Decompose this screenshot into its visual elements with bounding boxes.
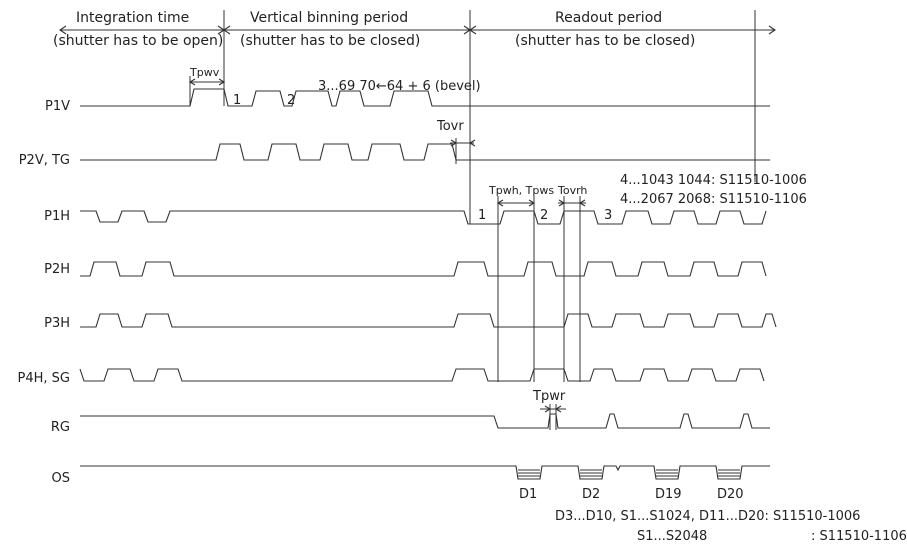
tpwh-arrow-head [496,199,504,207]
signal-label-p1h: P1H [44,209,70,224]
tovr-arrow-head [450,139,458,147]
signal-label-p3h: P3H [44,316,70,331]
signal-label-p2h: P2H [44,262,70,277]
waveform-p1h [80,210,767,225]
p1v-pulse-2-label: 2 [287,93,295,108]
waveform-p4h-sg [79,368,765,382]
os-d19-label: D19 [655,487,682,502]
integration-shutter-note: (shutter has to be open) [53,33,223,49]
p1v-pulse-1-label: 1 [233,93,241,108]
waveform-p2h [80,261,767,277]
os-d20-label: D20 [717,487,744,502]
signal-label-p4h-sg: P4H, SG [18,371,70,386]
timing-arrows [188,76,586,413]
h-count-s11510-1006: 4...1043 1044: S11510-1006 [620,173,807,188]
h-count-s11510-1106: 4...2067 2068: S11510-1106 [620,192,807,207]
tpwh-arrow-head [528,199,536,207]
tpwr-label: Tpwr [532,389,566,404]
signal-label-os: OS [52,471,70,486]
integration-time-header: Integration time [76,10,189,26]
readout-shutter-note: (shutter has to be closed) [515,33,695,49]
tovr-label: Tovr [436,119,464,134]
signal-label-p2v-tg: P2V, TG [19,153,70,168]
timing-guides [455,138,581,430]
os-note-s11510-1106-range: S1...S2048 [637,529,707,544]
waveform-os [80,465,770,480]
tovrh-arrow-head [558,199,566,207]
tovr-arrow-head [468,139,476,147]
waveform-p1v [80,88,770,107]
waveform-p3h [80,313,777,328]
tpwr-arrow-head [544,405,552,413]
signal-label-rg: RG [51,420,70,435]
p1h-pulse-3-label: 3 [604,208,612,223]
tpwv-arrow-head [218,78,226,86]
waveform-rg [80,413,770,429]
vertical-shutter-note: (shutter has to be closed) [240,33,420,49]
os-d1-label: D1 [519,487,537,502]
tovrh-label: Tovrh [557,184,587,197]
p1h-pulse-1-label: 1 [478,208,486,223]
tpwh-tpws-label: Tpwh, Tpws [488,184,554,197]
vertical-binning-header: Vertical binning period [250,10,408,26]
signal-label-p1v: P1V [45,99,70,114]
readout-arrow-right-head [768,25,776,35]
os-note-s11510-1006: D3...D10, S1...S1024, D11...D20: S11510-… [555,509,860,524]
p1v-sequence-label: 3...69 70←64 + 6 (bevel) [318,79,481,94]
waveform-p2v-tg [80,143,770,161]
readout-header: Readout period [555,10,662,26]
tovrh-arrow-head [578,199,586,207]
period-arrows [59,25,776,35]
os-d2-label: D2 [582,487,600,502]
p1h-pulse-2-label: 2 [540,208,548,223]
tpwv-label: Tpwv [189,66,220,79]
os-note-s11510-1106-model: : S11510-1106 [811,529,907,544]
integration-arrow-left-head [59,25,67,35]
tpwr-arrow-head [554,405,562,413]
os-hatching [518,469,740,477]
